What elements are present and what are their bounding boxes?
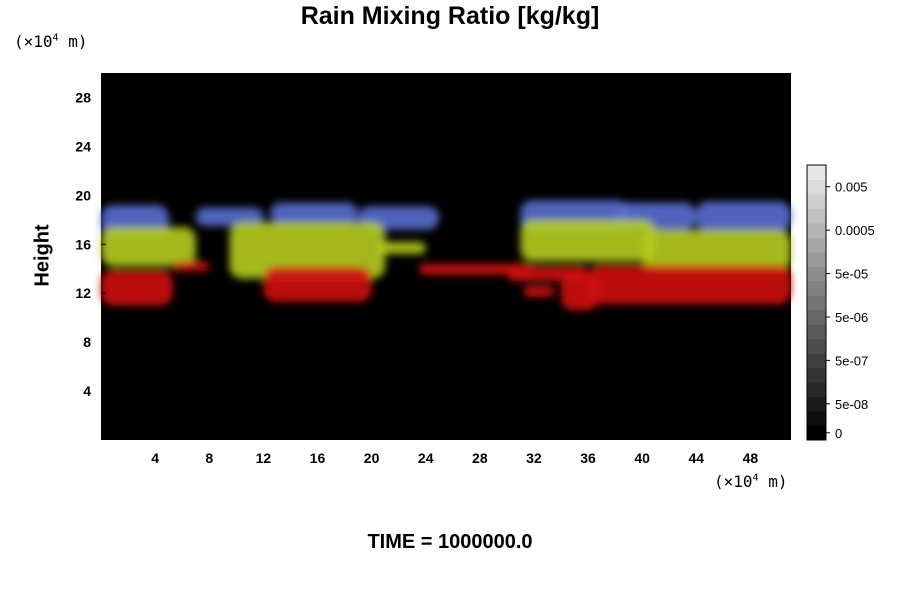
colorbar-cell bbox=[807, 396, 826, 412]
x-tick-label: 48 bbox=[743, 450, 759, 466]
colorbar-label: 5e-08 bbox=[835, 397, 868, 412]
y-axis-unit: (×104 m) bbox=[14, 32, 87, 51]
x-tick-label: 40 bbox=[634, 450, 650, 466]
field-blob bbox=[263, 266, 372, 302]
colorbar-cell bbox=[807, 411, 826, 427]
x-tick-label: 32 bbox=[526, 450, 542, 466]
colorbar-cell bbox=[807, 251, 826, 267]
x-tick-label: 16 bbox=[310, 450, 326, 466]
colorbar: 0 5e-08 5e-07 5e-06 5e-05 0.0005 0.005 bbox=[806, 164, 875, 441]
field-blob bbox=[520, 219, 656, 262]
x-tick-label: 36 bbox=[580, 450, 596, 466]
colorbar-cell bbox=[807, 208, 826, 224]
colorbar-cell bbox=[807, 165, 826, 180]
y-tick-label: 20 bbox=[75, 187, 91, 203]
x-tick-label: 12 bbox=[256, 450, 272, 466]
field-blob bbox=[642, 229, 791, 272]
field-blob bbox=[172, 261, 210, 272]
y-tick-label: 24 bbox=[75, 138, 91, 154]
field-blob bbox=[101, 269, 173, 306]
colorbar-cell bbox=[807, 353, 826, 369]
colorbar-cell bbox=[807, 309, 826, 325]
y-tick-label: 16 bbox=[75, 236, 91, 252]
layer-lower bbox=[101, 261, 791, 311]
x-tick-label: 20 bbox=[364, 450, 380, 466]
field-blob bbox=[523, 285, 555, 297]
colorbar-label: 5e-07 bbox=[835, 353, 868, 368]
x-unit-prefix: (×10 bbox=[714, 472, 753, 491]
field-layers bbox=[101, 200, 791, 311]
x-tick-label: 44 bbox=[689, 450, 705, 466]
y-unit-prefix: (×10 bbox=[14, 32, 53, 51]
colorbar-cell bbox=[807, 179, 826, 195]
field-blob bbox=[696, 201, 791, 233]
colorbar-cell bbox=[807, 324, 826, 340]
y-tick-label: 4 bbox=[83, 383, 91, 399]
colorbar-cell bbox=[807, 382, 826, 398]
colorbar-label: 5e-05 bbox=[835, 267, 868, 282]
colorbar-cell bbox=[807, 338, 826, 354]
y-tick-label: 12 bbox=[75, 285, 91, 301]
chart-title: Rain Mixing Ratio [kg/kg] bbox=[300, 2, 600, 30]
x-unit-exponent: 4 bbox=[752, 472, 759, 484]
colorbar-label: 0.0005 bbox=[835, 223, 875, 238]
x-tick-label: 4 bbox=[151, 450, 159, 466]
field-blob bbox=[418, 263, 534, 275]
y-tick-label: 8 bbox=[83, 334, 91, 350]
colorbar-cell bbox=[807, 193, 826, 209]
colorbar-cell bbox=[807, 280, 826, 296]
time-footer: TIME = 1000000.0 bbox=[367, 531, 533, 553]
colorbar-cell bbox=[807, 237, 826, 253]
field-blob bbox=[588, 265, 791, 305]
x-unit-suffix: m) bbox=[758, 472, 788, 491]
colorbar-frame bbox=[806, 164, 827, 441]
field-blob bbox=[229, 222, 386, 279]
colorbar-cell bbox=[807, 295, 826, 311]
x-tick-label: 28 bbox=[472, 450, 488, 466]
field-blob bbox=[270, 202, 359, 225]
colorbar-cell bbox=[807, 222, 826, 238]
layer-middle bbox=[101, 219, 791, 279]
colorbar-cell bbox=[807, 425, 826, 441]
colorbar-cell bbox=[807, 367, 826, 383]
x-tick-label: 8 bbox=[205, 450, 213, 466]
y-unit-suffix: m) bbox=[58, 32, 88, 51]
y-unit-exponent: 4 bbox=[52, 32, 59, 44]
colorbar-label: 5e-06 bbox=[835, 310, 868, 325]
x-axis-unit: (×104 m) bbox=[714, 472, 787, 491]
field-blob bbox=[378, 241, 426, 255]
field-blob bbox=[195, 207, 264, 226]
y-tick-label: 28 bbox=[75, 89, 91, 105]
colorbar-label: 0.005 bbox=[835, 180, 868, 195]
colorbar-label: 0 bbox=[835, 426, 842, 441]
x-tick-label: 24 bbox=[418, 450, 434, 466]
colorbar-cell bbox=[807, 266, 826, 282]
field-blob bbox=[101, 227, 196, 267]
